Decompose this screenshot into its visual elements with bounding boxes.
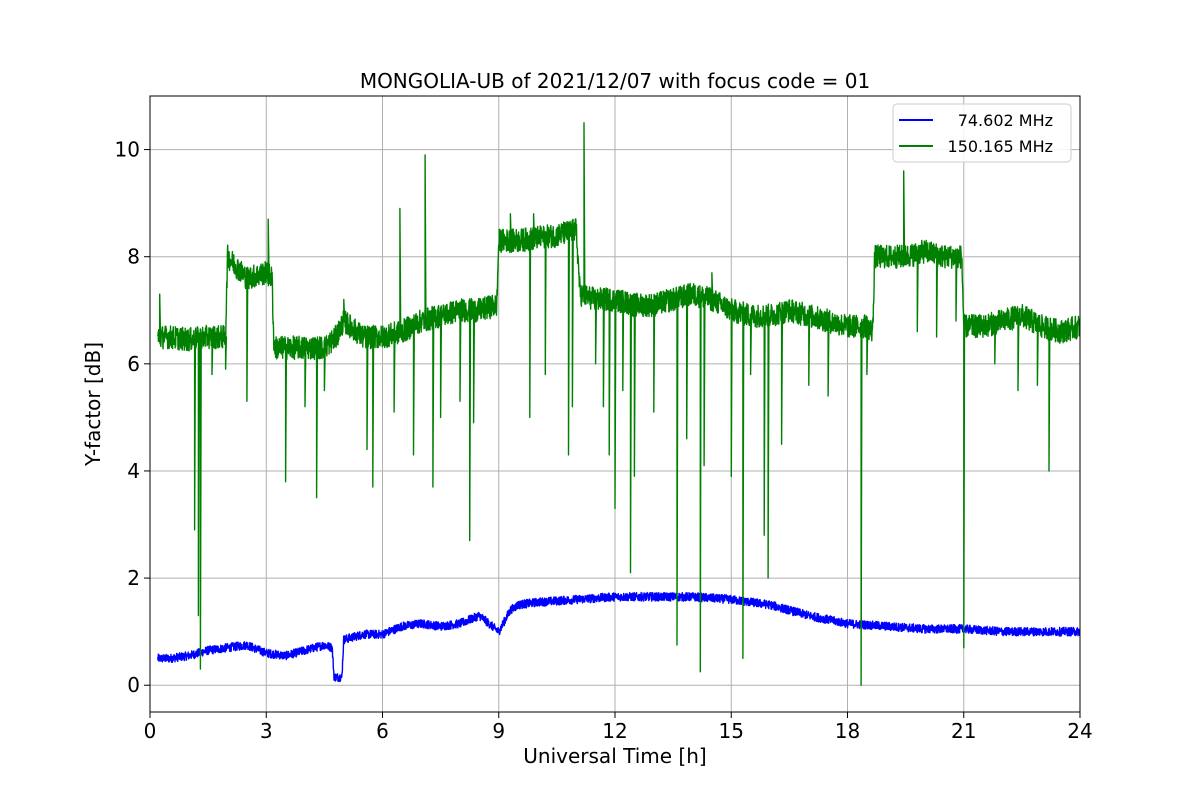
y-axis-ticks: 0 2 4 6 8 10 <box>115 138 150 697</box>
x-tick-label: 24 <box>1067 719 1092 743</box>
x-tick-label: 6 <box>376 719 389 743</box>
series-line-0 <box>157 591 1080 683</box>
x-tick-label: 15 <box>719 719 744 743</box>
series-line-1 <box>157 122 1080 686</box>
y-tick-label: 0 <box>127 673 140 697</box>
x-tick-label: 9 <box>492 719 505 743</box>
x-tick-label: 12 <box>602 719 627 743</box>
y-tick-label: 10 <box>115 138 140 162</box>
legend-label: 150.165 MHz <box>948 137 1053 156</box>
x-tick-label: 3 <box>260 719 273 743</box>
y-tick-label: 8 <box>127 245 140 269</box>
x-axis-label: Universal Time [h] <box>523 744 706 768</box>
y-tick-label: 4 <box>127 459 140 483</box>
series-layer <box>157 122 1080 686</box>
legend-label: 74.602 MHz <box>958 111 1053 130</box>
x-tick-label: 0 <box>144 719 157 743</box>
legend-box <box>892 103 1072 163</box>
legend: 74.602 MHz 150.165 MHz <box>892 103 1072 163</box>
x-axis-ticks: 0 3 6 9 12 15 18 21 24 <box>144 712 1093 743</box>
y-axis-label: Y-factor [dB] <box>81 342 105 467</box>
x-tick-label: 21 <box>951 719 976 743</box>
x-tick-label: 18 <box>835 719 860 743</box>
y-tick-label: 2 <box>127 566 140 590</box>
y-tick-label: 6 <box>127 352 140 376</box>
chart-title: MONGOLIA-UB of 2021/12/07 with focus cod… <box>360 69 870 93</box>
